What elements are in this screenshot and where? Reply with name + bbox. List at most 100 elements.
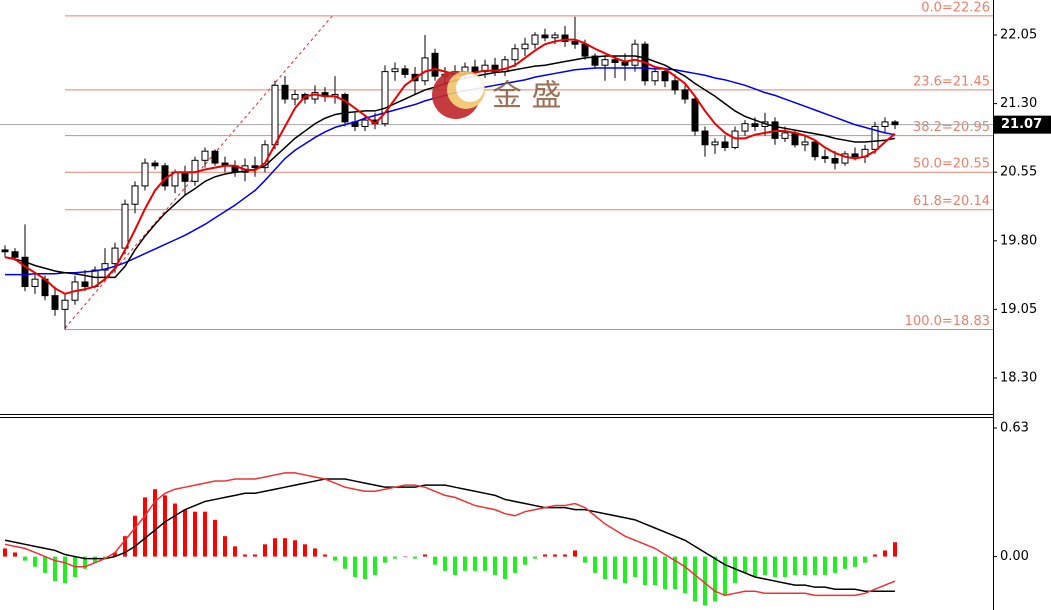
fib-label: 0.0=22.26 <box>921 0 990 15</box>
histogram-bar <box>323 554 327 557</box>
candle-body <box>791 132 799 146</box>
histogram-bar <box>333 556 337 561</box>
watermark: 金 盛 <box>492 79 562 114</box>
histogram-bar <box>3 548 7 557</box>
watermark-logo <box>432 71 485 119</box>
candle-body <box>381 71 389 125</box>
histogram-bar <box>63 556 67 584</box>
histogram-bar <box>283 538 287 557</box>
histogram-bar <box>863 556 867 563</box>
candle-body <box>841 153 849 164</box>
histogram-bar <box>653 556 657 586</box>
histogram-bar <box>833 556 837 573</box>
fib-label: 100.0=18.83 <box>905 314 990 329</box>
histogram-bar <box>403 556 407 558</box>
histogram-bar <box>593 556 597 573</box>
candle-body <box>1 249 9 253</box>
logo-core <box>456 74 484 102</box>
indicator-line <box>4 478 895 593</box>
candle-body <box>831 157 839 164</box>
histogram-bar <box>273 538 277 557</box>
candle-body <box>291 93 299 100</box>
histogram-bar <box>123 536 127 557</box>
histogram-bar <box>193 511 197 557</box>
histogram-bar <box>633 556 637 577</box>
histogram-bar <box>893 542 897 557</box>
candle-body <box>141 162 149 187</box>
histogram-bar <box>253 554 257 557</box>
histogram-bar <box>663 556 667 590</box>
histogram-bar <box>143 497 147 557</box>
candle-body <box>51 295 59 310</box>
histogram-bar <box>803 556 807 575</box>
histogram-bar <box>53 556 57 582</box>
histogram-bar <box>303 544 307 557</box>
candle-body <box>741 123 749 132</box>
histogram-bar <box>853 556 857 567</box>
histogram-bar <box>173 503 177 557</box>
histogram-bar <box>483 556 487 571</box>
histogram-bar <box>583 556 587 563</box>
histogram-bar <box>683 556 687 594</box>
candle-body <box>31 278 39 288</box>
candle-body <box>211 150 219 164</box>
histogram-bar <box>783 556 787 577</box>
histogram-bar <box>743 556 747 573</box>
histogram-bar <box>413 556 417 559</box>
candle-body <box>61 299 69 310</box>
histogram-bar <box>133 515 137 557</box>
y-tick-label: 18.30 <box>1000 370 1037 385</box>
histogram-bar <box>183 509 187 557</box>
candle-body <box>151 162 159 167</box>
y-tick-label: 21.30 <box>1000 96 1037 111</box>
histogram-bar <box>733 556 737 584</box>
candle-body <box>721 141 729 149</box>
candle-body <box>421 57 429 82</box>
candle-body <box>121 203 129 249</box>
histogram-bar <box>723 556 727 596</box>
histogram-bar <box>503 556 507 580</box>
histogram-bar <box>113 552 117 557</box>
candle-body <box>341 93 349 123</box>
histogram-bar <box>233 546 237 557</box>
y-tick-label: 19.80 <box>1000 233 1037 248</box>
candle-body <box>511 48 519 61</box>
last-price-label: 21.07 <box>1001 117 1042 132</box>
candle-body <box>391 68 399 73</box>
candle-body <box>581 43 589 57</box>
candle-body <box>431 52 439 77</box>
histogram-bar <box>823 556 827 575</box>
histogram-bar <box>213 519 217 557</box>
y-tick-label: 20.55 <box>1000 165 1037 180</box>
histogram-bar <box>813 556 817 575</box>
candle-body <box>801 141 809 146</box>
candle-body <box>81 281 89 288</box>
histogram-bar <box>693 556 697 602</box>
histogram-bar <box>603 556 607 580</box>
histogram-bar <box>463 556 467 571</box>
histogram-bar <box>343 556 347 569</box>
histogram-bar <box>623 556 627 584</box>
histogram-bar <box>443 556 447 571</box>
candle-body <box>661 71 669 82</box>
histogram-bar <box>643 556 647 586</box>
candle-body <box>111 247 119 265</box>
candle-body <box>851 153 859 158</box>
histogram-bar <box>573 550 577 557</box>
candle-body <box>181 171 189 182</box>
histogram-bar <box>793 556 797 575</box>
candle-body <box>271 84 279 146</box>
candle-body <box>651 71 659 82</box>
candle-body <box>691 98 699 132</box>
candle-body <box>11 251 19 258</box>
histogram-bar <box>223 536 227 557</box>
histogram-bar <box>513 556 517 573</box>
histogram-bar <box>843 556 847 569</box>
candle-body <box>101 263 109 271</box>
histogram-bar <box>313 548 317 557</box>
histogram-bar <box>423 554 427 557</box>
histogram-bar <box>453 556 457 575</box>
histogram-bar <box>33 556 37 567</box>
histogram-bar <box>543 554 547 557</box>
